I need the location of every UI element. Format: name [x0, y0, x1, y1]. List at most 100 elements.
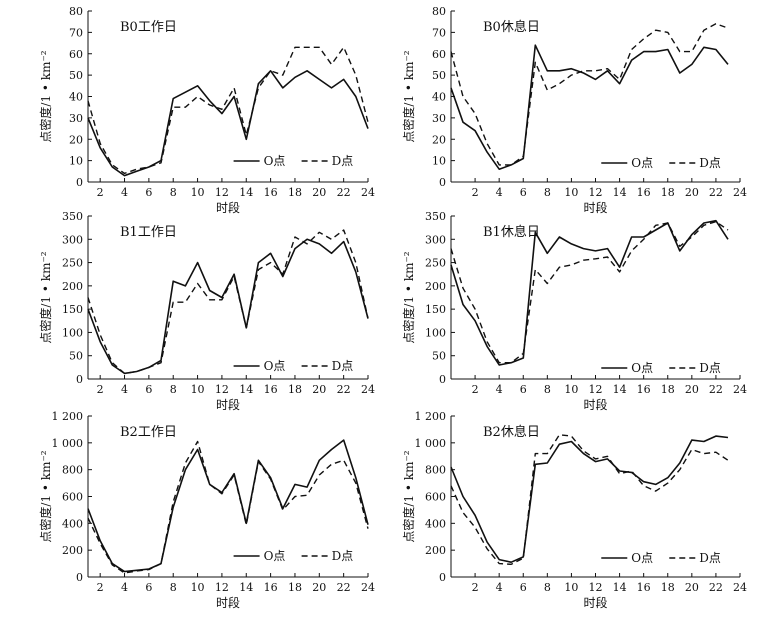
legend-label-o: O点 [631, 551, 653, 565]
y-tick-label: 0 [439, 373, 446, 386]
y-tick-label: 60 [432, 48, 446, 61]
x-tick-label: 20 [312, 383, 326, 396]
legend-label-d: D点 [699, 361, 721, 375]
y-tick-label: 0 [439, 571, 446, 584]
legend-label-d: D点 [699, 156, 721, 170]
y-tick-label: 50 [69, 350, 83, 363]
series-line-o [450, 44, 729, 170]
x-tick-label: 16 [637, 186, 651, 199]
x-tick-label: 24 [361, 383, 375, 396]
x-tick-label: 22 [709, 383, 723, 396]
y-tick-label: 10 [432, 155, 446, 168]
y-tick-label: 1 000 [52, 437, 84, 450]
x-tick-label: 16 [637, 383, 651, 396]
x-tick-label: 10 [564, 383, 578, 396]
x-tick-label: 14 [613, 383, 627, 396]
x-tick-label: 14 [239, 383, 253, 396]
x-tick-label: 20 [685, 383, 699, 396]
x-tick-label: 4 [121, 581, 128, 594]
x-tick-label: 22 [337, 186, 351, 199]
y-tick-label: 200 [62, 280, 83, 293]
x-tick-label: 4 [121, 383, 128, 396]
x-tick-label: 8 [544, 383, 551, 396]
y-tick-label: 80 [432, 5, 446, 18]
series-line-o [450, 435, 729, 564]
x-tick-label: 6 [145, 581, 152, 594]
x-tick-label: 6 [145, 383, 152, 396]
series-line-d [87, 440, 369, 574]
x-tick-label: 6 [520, 581, 527, 594]
x-tick-label: 22 [337, 383, 351, 396]
x-axis-title: 时段 [216, 200, 240, 215]
y-tick-label: 50 [69, 69, 83, 82]
x-tick-label: 12 [589, 186, 603, 199]
x-tick-label: 24 [733, 581, 747, 594]
y-tick-label: 30 [69, 112, 83, 125]
x-tick-label: 14 [613, 581, 627, 594]
x-tick-label: 2 [97, 186, 104, 199]
y-tick-label: 400 [425, 517, 446, 530]
x-tick-label: 16 [264, 383, 278, 396]
x-tick-label: 22 [337, 581, 351, 594]
x-axis-title: 时段 [583, 595, 607, 610]
y-tick-label: 300 [425, 233, 446, 246]
y-tick-label: 100 [425, 326, 446, 339]
x-tick-label: 10 [564, 581, 578, 594]
series-line-o [87, 70, 369, 177]
series-line-d [87, 46, 369, 175]
y-tick-label: 350 [425, 210, 446, 223]
legend-label-o: O点 [631, 361, 653, 375]
y-tick-label: 250 [425, 257, 446, 270]
x-tick-label: 24 [733, 186, 747, 199]
x-tick-label: 4 [496, 186, 503, 199]
chart-title: B1工作日 [120, 225, 177, 240]
y-tick-label: 0 [76, 373, 83, 386]
x-axis-title: 时段 [583, 200, 607, 215]
x-tick-label: 18 [661, 186, 675, 199]
x-tick-label: 2 [97, 581, 104, 594]
y-tick-label: 150 [425, 303, 446, 316]
y-tick-label: 200 [425, 544, 446, 557]
chart-title: B0工作日 [120, 20, 177, 35]
y-tick-label: 20 [432, 133, 446, 146]
series-line-d [450, 220, 729, 364]
x-tick-label: 20 [312, 186, 326, 199]
x-tick-label: 6 [520, 186, 527, 199]
x-tick-label: 4 [496, 581, 503, 594]
legend-label-o: O点 [264, 154, 286, 168]
y-tick-label: 800 [425, 464, 446, 477]
series-line-o [87, 439, 369, 573]
x-tick-label: 18 [288, 186, 302, 199]
y-tick-label: 70 [69, 26, 83, 39]
y-tick-label: 70 [432, 26, 446, 39]
x-tick-label: 16 [264, 186, 278, 199]
x-tick-label: 12 [215, 186, 229, 199]
y-tick-label: 400 [62, 517, 83, 530]
y-tick-label: 60 [69, 48, 83, 61]
y-tick-label: 600 [425, 491, 446, 504]
x-tick-label: 24 [361, 581, 375, 594]
legend-label-o: O点 [264, 549, 286, 563]
x-axis-title: 时段 [216, 595, 240, 610]
y-axis-title: 点密度/1 • km⁻² [38, 450, 53, 542]
y-axis-title: 点密度/1 • km⁻² [401, 251, 416, 343]
y-tick-label: 800 [62, 464, 83, 477]
y-tick-label: 200 [425, 280, 446, 293]
x-tick-label: 14 [239, 581, 253, 594]
x-tick-label: 24 [733, 383, 747, 396]
x-tick-label: 12 [215, 383, 229, 396]
chart-title: B2工作日 [120, 425, 177, 440]
x-tick-label: 4 [496, 383, 503, 396]
x-tick-label: 18 [661, 383, 675, 396]
y-tick-label: 250 [62, 257, 83, 270]
x-tick-label: 12 [215, 581, 229, 594]
x-tick-label: 6 [145, 186, 152, 199]
y-tick-label: 50 [432, 350, 446, 363]
x-tick-label: 22 [709, 581, 723, 594]
series-line-d [87, 229, 369, 375]
